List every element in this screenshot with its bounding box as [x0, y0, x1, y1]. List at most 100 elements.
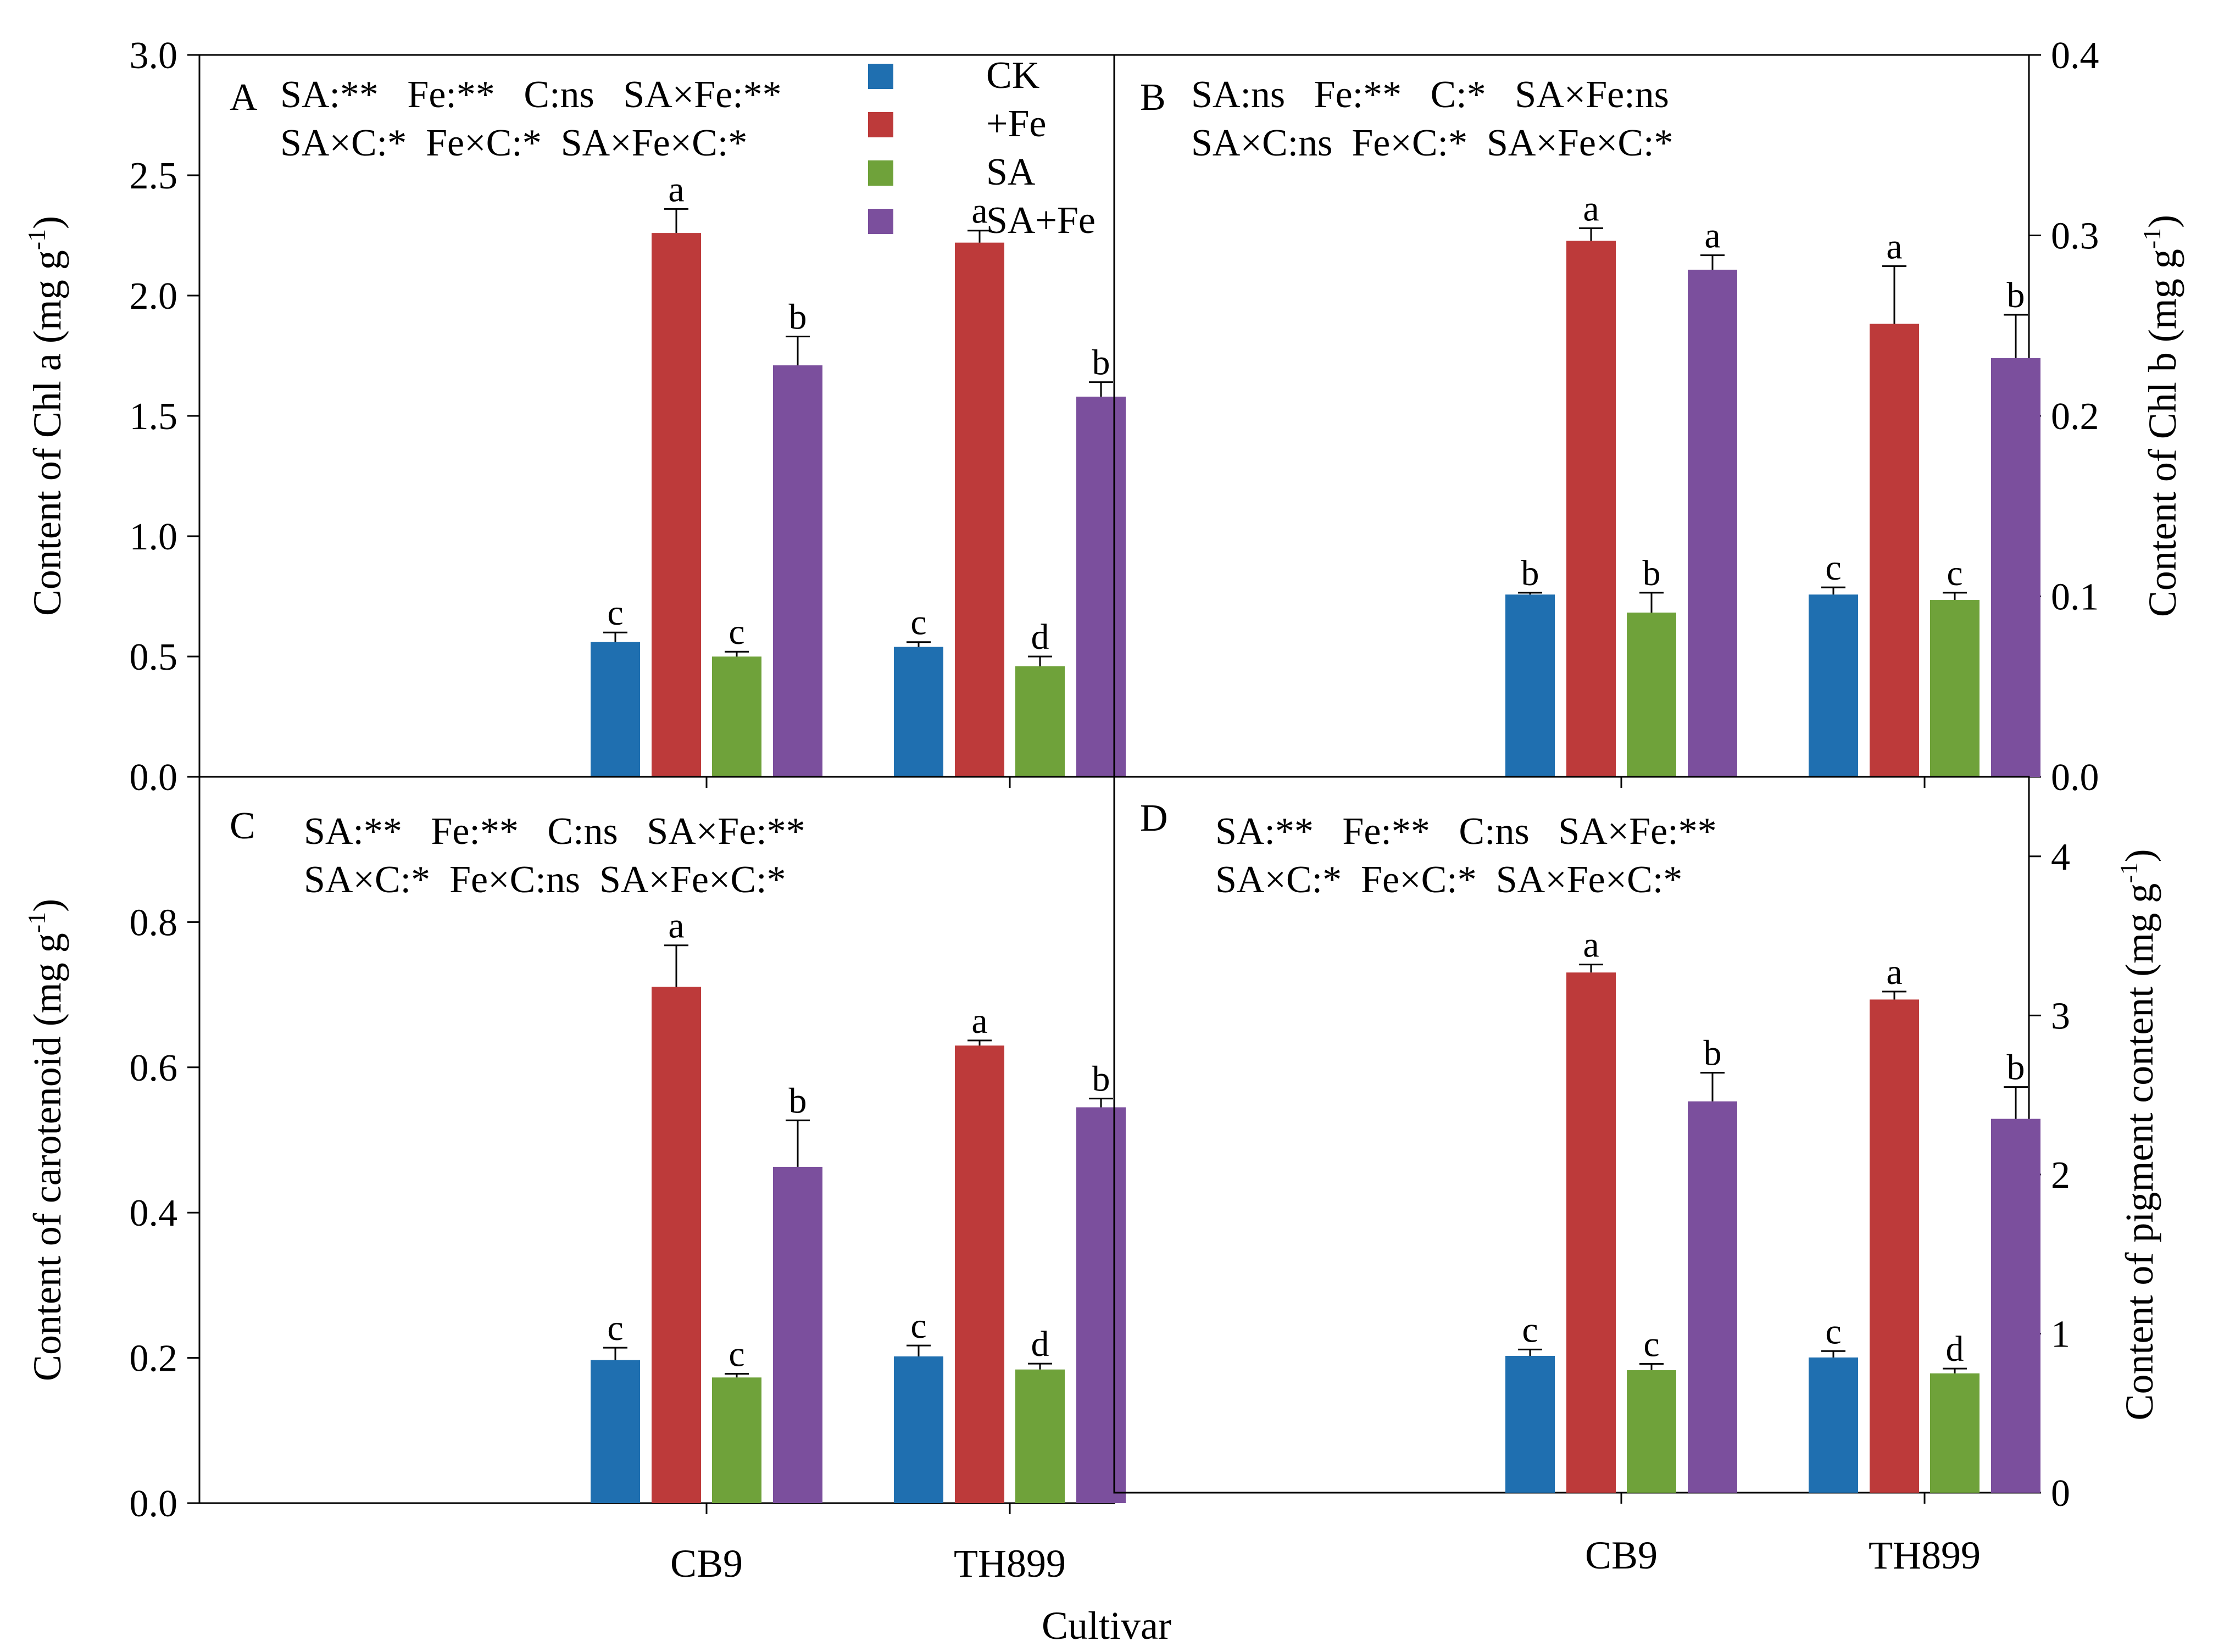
panel-a: 0.0 0.5 1.0 1.5 2.0 2.5 3.0 c c a a c d b b A SA:** Fe:*…	[23, 35, 1126, 799]
y-axis-title-main: Content of carotenoid (mg g	[25, 933, 69, 1381]
significance-letter: c	[1825, 548, 1841, 588]
y-tick-label: 0.5	[130, 636, 178, 678]
significance-letter: c	[729, 612, 744, 652]
significance-letter: b	[1092, 343, 1110, 383]
bar	[1015, 1369, 1065, 1503]
significance-letter: c	[1643, 1324, 1659, 1364]
bar	[1505, 1355, 1555, 1493]
legend: CK +Fe SA SA+Fe	[868, 54, 1096, 242]
y-tick-label: 1.5	[130, 396, 178, 438]
panel-letter: D	[1140, 797, 1168, 839]
significance-letter: d	[1946, 1329, 1964, 1369]
bar	[1809, 1357, 1858, 1493]
y-tick-label: 3	[2051, 995, 2070, 1037]
y-axis-title-main: Content of Chl b (mg g	[2140, 249, 2184, 617]
y-axis-title-superscript: -1	[2138, 228, 2166, 249]
y-axis-title-superscript: -1	[23, 912, 51, 933]
legend-swatch	[868, 209, 893, 234]
stats-annotation: SA:** Fe:** C:ns SA×Fe:**	[1215, 810, 1717, 853]
y-axis-title-main: Content of pigment content (mg g	[2117, 883, 2161, 1421]
significance-letter: a	[668, 906, 684, 946]
y-axis-title-close: )	[2140, 215, 2184, 228]
significance-letter: d	[1031, 617, 1049, 657]
significance-letter: c	[607, 1308, 623, 1348]
significance-letter: b	[2007, 1048, 2025, 1088]
stats-annotation: SA×C:* Fe×C:* SA×Fe×C:*	[280, 122, 747, 164]
significance-letter: a	[1886, 226, 1902, 266]
y-tick-label: 0.2	[130, 1338, 178, 1380]
legend-swatch	[868, 64, 893, 89]
y-axis-title: Content of carotenoid (mg g-1)	[23, 899, 69, 1381]
panel-b: 0.0 0.1 0.2 0.3 0.4 b c a a b c a b B SA:ns Fe:** C:* …	[1113, 35, 2184, 799]
y-tick-label: 2	[2051, 1154, 2070, 1197]
y-axis-title-close: )	[25, 899, 69, 912]
category-label: TH899	[1869, 1533, 1981, 1577]
significance-letter: a	[1886, 952, 1902, 992]
bar	[1076, 396, 1126, 777]
bar	[1566, 241, 1616, 777]
bar	[894, 647, 943, 777]
legend-label: CK	[986, 54, 1039, 97]
bar	[1688, 269, 1737, 777]
bar	[1930, 600, 1980, 777]
bar	[773, 365, 822, 777]
y-axis-title: Content of Chl a (mg g-1)	[23, 216, 69, 616]
stats-annotation: SA:** Fe:** C:ns SA×Fe:**	[280, 74, 782, 116]
bar	[1991, 1119, 2040, 1493]
bar	[955, 1045, 1004, 1503]
y-axis-title-superscript: -1	[2115, 862, 2143, 883]
x-axis-title: Cultivar	[1042, 1604, 1171, 1648]
y-tick-label: 1.0	[130, 516, 178, 558]
y-tick-label: 4	[2051, 836, 2070, 878]
bar	[591, 1360, 640, 1503]
legend-swatch	[868, 112, 893, 137]
bar	[591, 642, 640, 777]
y-axis-title-close: )	[2117, 849, 2161, 862]
y-axis-title: Content of Chl b (mg g-1)	[2138, 215, 2184, 617]
significance-letter: b	[1092, 1059, 1110, 1099]
y-axis-title-close: )	[25, 216, 69, 229]
bar	[1870, 324, 1919, 777]
bar	[1870, 999, 1919, 1493]
bar	[1627, 613, 1676, 777]
bar	[1015, 666, 1065, 777]
y-tick-label: 0.4	[130, 1192, 178, 1234]
panel-c: 0.0 0.2 0.4 0.6 0.8 c c a a c d b b C SA:** Fe:** C:ns…	[23, 776, 1126, 1586]
y-tick-label: 0.0	[130, 1483, 178, 1525]
panel-letter: C	[230, 805, 255, 847]
significance-letter: d	[1031, 1324, 1049, 1364]
bar	[1688, 1101, 1737, 1493]
category-label: CB9	[1585, 1533, 1658, 1577]
y-tick-label: 0.6	[130, 1047, 178, 1089]
panel-letter: A	[230, 76, 258, 119]
significance-letter: a	[668, 169, 684, 209]
significance-letter: b	[789, 297, 807, 337]
category-label: TH899	[954, 1542, 1066, 1586]
category-label: CB9	[670, 1542, 743, 1586]
significance-letter: b	[1704, 1033, 1722, 1073]
significance-letter: a	[1704, 216, 1720, 256]
y-tick-label: 3.0	[130, 35, 178, 77]
bar	[712, 657, 761, 777]
y-tick-label: 0.0	[2051, 757, 2099, 799]
panels: 0.0 0.5 1.0 1.5 2.0 2.5 3.0 c c a a c d b b A SA:** Fe:*…	[23, 35, 2184, 1586]
stats-annotation: SA×C:* Fe×C:ns SA×Fe×C:*	[304, 859, 786, 901]
y-tick-label: 1	[2051, 1313, 2070, 1355]
bar	[773, 1166, 822, 1503]
y-axis-title: Content of pigment content (mg g-1)	[2115, 849, 2161, 1420]
significance-letter: c	[910, 1306, 926, 1346]
bar	[1627, 1370, 1676, 1493]
y-tick-label: 0.4	[2051, 35, 2099, 77]
bar	[1991, 358, 2040, 777]
legend-label: SA+Fe	[986, 199, 1096, 242]
y-axis-title-main: Content of Chl a (mg g	[25, 250, 69, 616]
significance-letter: b	[1643, 553, 1661, 593]
y-tick-label: 0	[2051, 1472, 2070, 1515]
y-axis-title-superscript: -1	[23, 229, 51, 250]
significance-letter: a	[971, 191, 987, 231]
bar	[1505, 594, 1555, 777]
significance-letter: a	[1583, 925, 1599, 965]
panel-letter: B	[1140, 76, 1166, 119]
significance-letter: c	[910, 603, 926, 643]
significance-letter: c	[1522, 1310, 1538, 1350]
